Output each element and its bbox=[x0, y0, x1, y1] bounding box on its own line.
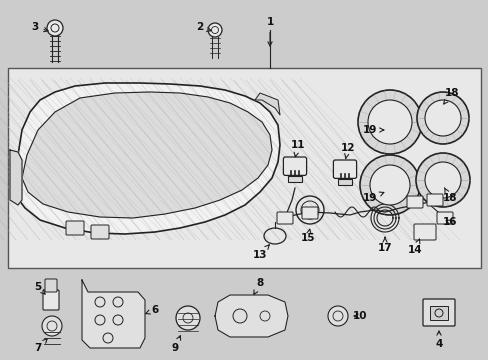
FancyBboxPatch shape bbox=[43, 290, 59, 310]
FancyBboxPatch shape bbox=[422, 299, 454, 326]
Polygon shape bbox=[10, 150, 22, 205]
Polygon shape bbox=[254, 93, 280, 115]
FancyBboxPatch shape bbox=[333, 160, 356, 179]
FancyBboxPatch shape bbox=[283, 157, 306, 175]
FancyBboxPatch shape bbox=[287, 176, 302, 182]
Polygon shape bbox=[82, 280, 145, 348]
Circle shape bbox=[424, 162, 460, 198]
FancyBboxPatch shape bbox=[91, 225, 109, 239]
Circle shape bbox=[207, 23, 222, 37]
Text: 9: 9 bbox=[171, 336, 180, 353]
Text: 4: 4 bbox=[434, 331, 442, 349]
FancyBboxPatch shape bbox=[413, 224, 435, 240]
Text: 11: 11 bbox=[290, 140, 305, 157]
Bar bbox=[429, 306, 447, 320]
Text: 10: 10 bbox=[352, 311, 366, 321]
Polygon shape bbox=[215, 295, 287, 337]
FancyBboxPatch shape bbox=[66, 221, 84, 235]
Text: 6: 6 bbox=[145, 305, 158, 315]
Polygon shape bbox=[15, 83, 280, 234]
Bar bbox=[8, 68, 480, 268]
Text: 18: 18 bbox=[442, 188, 456, 203]
FancyBboxPatch shape bbox=[406, 196, 422, 208]
Text: 19: 19 bbox=[362, 125, 383, 135]
Circle shape bbox=[369, 165, 409, 205]
FancyBboxPatch shape bbox=[45, 279, 57, 292]
Circle shape bbox=[176, 306, 200, 330]
Text: 8: 8 bbox=[253, 278, 263, 294]
Text: 7: 7 bbox=[34, 339, 47, 353]
Circle shape bbox=[424, 100, 460, 136]
Circle shape bbox=[47, 20, 63, 36]
FancyBboxPatch shape bbox=[276, 212, 292, 224]
Circle shape bbox=[415, 153, 469, 207]
Text: 17: 17 bbox=[377, 237, 391, 253]
Text: 16: 16 bbox=[442, 217, 456, 227]
Circle shape bbox=[327, 306, 347, 326]
Text: 5: 5 bbox=[34, 282, 45, 294]
Polygon shape bbox=[22, 92, 271, 218]
FancyBboxPatch shape bbox=[436, 212, 452, 224]
Circle shape bbox=[367, 100, 411, 144]
Circle shape bbox=[416, 92, 468, 144]
FancyBboxPatch shape bbox=[426, 194, 442, 206]
Text: 3: 3 bbox=[31, 22, 48, 32]
Text: 1: 1 bbox=[266, 17, 273, 46]
Text: 2: 2 bbox=[196, 22, 211, 32]
FancyBboxPatch shape bbox=[302, 207, 317, 219]
Circle shape bbox=[359, 155, 419, 215]
Text: 12: 12 bbox=[340, 143, 354, 159]
Text: 14: 14 bbox=[407, 239, 422, 255]
Text: 18: 18 bbox=[443, 88, 458, 104]
Circle shape bbox=[357, 90, 421, 154]
Text: 13: 13 bbox=[252, 245, 269, 260]
FancyBboxPatch shape bbox=[337, 179, 351, 185]
Text: 15: 15 bbox=[300, 229, 315, 243]
Text: 19: 19 bbox=[362, 192, 383, 203]
Circle shape bbox=[42, 316, 62, 336]
